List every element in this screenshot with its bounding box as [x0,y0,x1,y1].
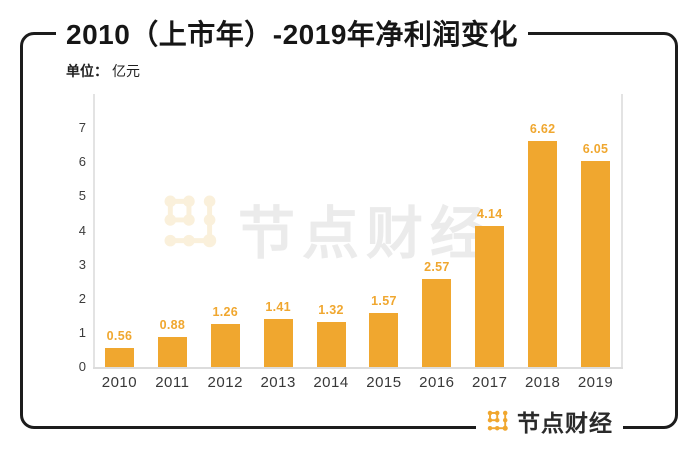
bar-value-label: 1.57 [371,294,397,309]
y-axis-tick: 2 [78,290,86,306]
y-axis-tick: 6 [78,154,86,170]
bar-value-label: 1.26 [212,305,238,320]
x-axis-label: 2012 [207,374,243,391]
x-axis-label: 2019 [577,374,614,391]
brand-name: 节点财经 [517,410,613,436]
bar-2013 [263,318,293,367]
bar-value-label: 1.41 [265,299,291,314]
unit-label-value: 亿元 [112,63,140,79]
bar-2011 [157,336,187,367]
y-axis-tick: 7 [78,120,86,136]
y-axis-tick: 5 [78,188,86,204]
bar-2014 [316,321,346,367]
x-axis-label: 2014 [313,374,349,391]
bar-2012 [210,324,240,367]
unit-label-key: 单位： [66,63,108,79]
y-axis-tick: 0 [78,359,86,374]
jiedian-logo-icon [486,409,509,432]
bar-value-label: 1.32 [318,302,344,317]
bar-2010 [104,347,134,367]
x-axis-label: 2010 [101,374,138,391]
y-axis-tick: 3 [78,256,86,272]
bar-value-label: 4.14 [476,206,503,221]
bar-value-label: 2.57 [424,260,450,275]
bar-2017 [475,225,505,367]
y-axis-ticks: 0 1 2 3 4 5 6 7 [52,94,86,374]
bar-chart-plot: 0.56 0.88 1.26 1.41 1.32 1.57 2.57 4.14 6.62 6.05 [93,94,622,367]
watermark-text: 节点财经 [238,202,494,266]
bar-value-label: 6.62 [529,122,556,137]
x-axis-labels: 2010 2011 2012 2013 2014 2015 2016 2017 2018 2019 [93,374,622,394]
bar-2018 [528,141,558,367]
page-title: 2010（上市年）-2019年净利润变化 [56,16,528,54]
x-axis-label: 2013 [260,374,296,391]
bar-value-label: 0.56 [106,328,133,343]
x-axis-label: 2018 [524,374,561,391]
brand-footer: 节点财经 [476,403,623,439]
unit-label: 单位： 亿元 [66,61,140,81]
plot-right-border [621,94,623,369]
bar-value-label: 6.05 [582,141,609,156]
bar-2015 [369,313,399,367]
x-axis-label: 2016 [419,374,455,391]
bar-value-label: 0.88 [159,317,186,332]
x-axis-label: 2011 [155,374,190,391]
bar-2019 [581,160,611,367]
x-axis-label: 2015 [366,374,402,391]
y-axis-tick: 1 [78,324,86,340]
x-axis-line [93,367,623,369]
bar-2016 [422,279,452,367]
y-axis-line [93,94,95,369]
y-axis-tick: 4 [78,222,86,238]
x-axis-label: 2017 [472,374,508,391]
